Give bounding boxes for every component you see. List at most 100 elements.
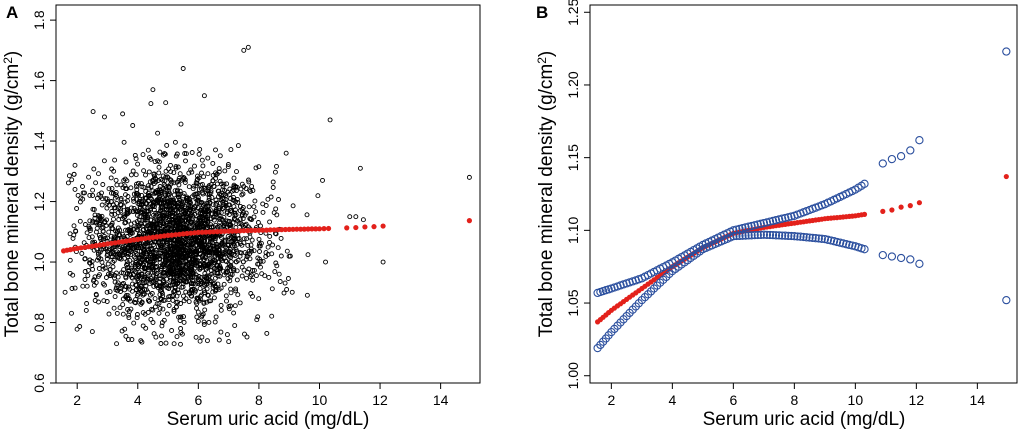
- panel-a-data-point: [159, 333, 164, 339]
- panel-a-data-point: [142, 274, 148, 280]
- panel-a-data-point: [137, 279, 142, 285]
- panel-a-data-point: [182, 227, 188, 233]
- panel-a-data-point: [233, 286, 239, 292]
- panel-a-outlier-point: [62, 289, 68, 295]
- panel-a-data-point: [93, 291, 99, 297]
- panel-a-fitted-point: [74, 245, 80, 251]
- panel-a-outlier-point: [83, 307, 89, 313]
- panel-a-data-point: [269, 286, 275, 292]
- panel-a-outlier-point: [102, 114, 107, 120]
- panel-a-data-point: [217, 263, 223, 269]
- panel-b-series-point: [762, 218, 772, 227]
- panel-a-outlier-point: [114, 341, 120, 347]
- panel-a-data-point: [217, 178, 223, 184]
- panel-a-data-point: [82, 190, 87, 196]
- panel-a-data-point: [125, 198, 130, 204]
- panel-a-data-point: [267, 219, 273, 225]
- panel-a-data-point: [249, 248, 254, 254]
- panel-a-data-point: [97, 235, 103, 240]
- panel-a-data-point: [167, 293, 173, 299]
- panel-a-data-point: [124, 262, 129, 268]
- panel-a-data-point: [216, 337, 222, 343]
- panel-a-data-point: [158, 245, 164, 250]
- panel-a-data-point: [246, 266, 252, 272]
- panel-b-series-point: [781, 213, 790, 223]
- panel-a-data-point: [218, 307, 224, 313]
- panel-a-data-point: [193, 334, 199, 340]
- panel-a-data-point: [166, 192, 172, 198]
- panel-a-data-point: [200, 191, 206, 197]
- panel-b-series-point: [777, 214, 787, 223]
- panel-a-y-tick-label: 0.6: [31, 373, 47, 393]
- panel-a-data-point: [201, 290, 207, 296]
- panel-a-data-point: [247, 273, 253, 279]
- panel-a-data-point: [124, 259, 130, 265]
- panel-a-data-point: [182, 241, 188, 247]
- panel-a-fitted-point: [218, 228, 224, 235]
- panel-a-data-point: [193, 281, 199, 287]
- panel-a-data-point: [135, 243, 141, 249]
- panel-a-data-point: [186, 202, 192, 208]
- panel-a-data-point: [155, 200, 161, 206]
- panel-a-data-point: [173, 153, 179, 159]
- panel-a-data-point: [118, 196, 124, 201]
- panel-a-data-point: [121, 204, 127, 210]
- panel-a-data-point: [215, 281, 221, 287]
- panel-a-data-point: [126, 218, 132, 224]
- panel-a-fitted-point: [271, 227, 277, 233]
- panel-a-data-point: [167, 267, 173, 273]
- panel-a-data-point: [231, 175, 237, 181]
- panel-b-y-axis-label: Total bone mineral density (g/cm2): [535, 51, 557, 338]
- panel-b-series-point: [756, 219, 765, 228]
- panel-a-data-point: [183, 226, 189, 232]
- panel-b-y-axis-label-superscript: 2: [535, 57, 549, 64]
- panel-a-data-point: [231, 215, 237, 221]
- panel-b-series-point: [808, 233, 817, 243]
- panel-b-series-point: [887, 154, 897, 164]
- panel-a-outlier-point: [180, 66, 186, 71]
- panel-a-data-point: [153, 334, 159, 340]
- panel-b-series-point: [838, 239, 848, 248]
- panel-a-data-point: [142, 195, 148, 201]
- panel-a-data-point: [186, 199, 192, 205]
- panel-a-data-point: [173, 264, 179, 270]
- panel-a-data-point: [212, 288, 218, 294]
- panel-a-data-point: [215, 188, 221, 194]
- panel-b-series-point: [878, 159, 887, 168]
- panel-a-data-point: [234, 169, 239, 175]
- panel-a-outlier-point: [353, 214, 359, 220]
- panel-a-outlier-point: [138, 338, 144, 344]
- panel-a-data-point: [67, 231, 73, 237]
- panel-a-data-point: [198, 213, 204, 219]
- panel-a-data-point: [161, 317, 167, 323]
- panel-a-data-point: [226, 339, 232, 345]
- panel-a-data-point: [286, 253, 292, 259]
- panel-a-data-point: [145, 183, 151, 189]
- panel-a-data-point: [181, 314, 186, 320]
- panel-b-series-point: [741, 231, 750, 240]
- panel-a-fitted-point: [298, 226, 304, 232]
- panel-a-outlier-point: [120, 111, 126, 117]
- panel-a-data-point: [149, 245, 155, 251]
- panel-a-data-point: [109, 271, 115, 277]
- panel-a-data-point: [257, 249, 262, 254]
- panel-a-data-point: [175, 194, 181, 200]
- panel-a-outlier-point: [323, 259, 328, 265]
- panel-a-fitted-point: [241, 228, 247, 234]
- panel-a-data-point: [105, 271, 111, 277]
- panel-a-data-point: [183, 289, 189, 295]
- panel-b-series-point: [814, 234, 823, 243]
- panel-a-data-point: [158, 215, 164, 221]
- panel-a-data-point: [274, 212, 280, 218]
- panel-a-data-point: [157, 149, 163, 155]
- panel-a-data-point: [191, 287, 197, 292]
- panel-b-series-point: [790, 232, 799, 241]
- panel-a-data-point: [164, 311, 170, 317]
- panel-a-data-point: [136, 199, 142, 205]
- panel-b-series-point: [762, 230, 772, 240]
- panel-a-fitted-point: [325, 225, 332, 232]
- panel-a-data-point: [270, 185, 276, 190]
- panel-a-data-point: [195, 318, 201, 324]
- panel-a-data-point: [101, 298, 107, 304]
- panel-a-y-tick-label: 1.2: [31, 192, 47, 212]
